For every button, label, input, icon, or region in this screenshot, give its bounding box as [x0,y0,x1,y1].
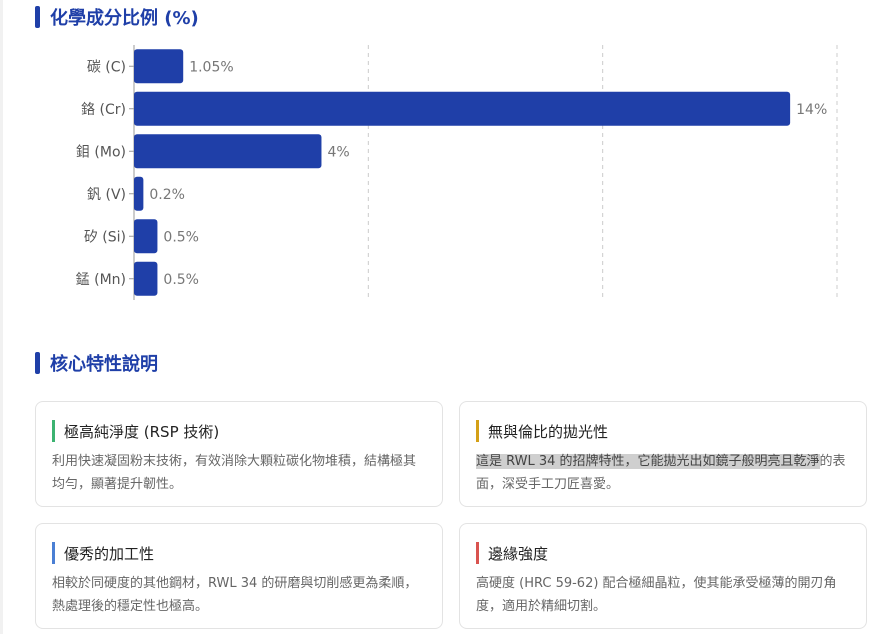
feature-card-title: 無與倫比的拋光性 [488,422,609,441]
chart-bar [134,91,791,126]
composition-bar-chart: 碳 (C) 1.05% 鉻 (Cr) 14% 鉬 (Mo) 4% 釩 (V) 0.2% 矽 (S… [76,45,838,300]
chart-category-label: 碳 (C) [87,59,126,75]
chart-category-label: 釩 (V) [87,187,126,203]
selected-text-highlight[interactable]: 這是 RWL 34 的招牌特性，它能拋光出如鏡子般明亮且乾淨 [476,454,820,469]
features-section-title: 核心特性說明 [50,354,158,375]
chart-value-label: 4% [327,144,349,160]
feature-card-header: 邊緣強度 [476,542,548,564]
chart-category-label: 鉻 (Cr) [81,102,126,118]
chart-category-label: 錳 (Mn) [76,272,126,288]
feature-card-desc: 利用快速凝固粉末技術，有效消除大顆粒碳化物堆積，結構極其均勻，顯著提升韌性。 [52,454,417,492]
feature-card-edge-strength: 邊緣強度 高硬度 (HRC 59-62) 配合極細晶粒，使其能承受極薄的開刃角度… [459,523,867,629]
feature-card-polish: 無與倫比的拋光性 這是 RWL 34 的招牌特性，它能拋光出如鏡子般明亮且乾淨的… [459,401,867,507]
feature-card-desc: 相較於同硬度的其他鋼材，RWL 34 的研磨與切削感更為柔順，熱處理後的穩定性也… [52,576,418,614]
section-accent-bar [35,352,40,374]
chart-value-label: 0.2% [149,187,185,203]
feature-card-title: 邊緣強度 [488,544,549,563]
chart-value-label: 0.5% [163,272,199,288]
chart-value-label: 0.5% [163,229,199,245]
card-accent-bar [476,542,479,564]
feature-card-header: 優秀的加工性 [52,542,154,564]
chart-bar [134,49,184,84]
features-section-header: 核心特性說明 [35,350,158,376]
feature-card-purity: 極高純淨度 (RSP 技術) 利用快速凝固粉末技術，有效消除大顆粒碳化物堆積，結… [35,401,443,507]
card-accent-bar [476,420,479,442]
feature-card-header: 無與倫比的拋光性 [476,420,608,442]
feature-card-desc: 這是 RWL 34 的招牌特性，它能拋光出如鏡子般明亮且乾淨的表面，深受手工刀匠… [476,450,850,496]
page-left-rule [0,0,3,634]
feature-card-title: 優秀的加工性 [64,544,155,563]
chart-bar [134,134,322,169]
feature-card-title: 極高純淨度 (RSP 技術) [64,422,220,441]
feature-card-desc: 高硬度 (HRC 59-62) 配合極細晶粒，使其能承受極薄的開刃角度，適用於精… [476,576,837,614]
chart-section-title: 化學成分比例 (%) [50,8,199,29]
chart-section-header: 化學成分比例 (%) [35,4,199,30]
section-accent-bar [35,6,40,28]
chart-value-label: 14% [796,102,827,118]
feature-card-machinability: 優秀的加工性 相較於同硬度的其他鋼材，RWL 34 的研磨與切削感更為柔順，熱處… [35,523,443,629]
chart-category-label: 鉬 (Mo) [76,144,126,160]
chart-value-label: 1.05% [189,59,233,75]
desc-text: 的表面，深受手工刀匠喜愛。 [476,454,846,492]
chart-bar [134,176,144,211]
card-accent-bar [52,420,55,442]
chart-bar [134,261,158,296]
card-accent-bar [52,542,55,564]
chart-category-label: 矽 (Si) [84,229,126,245]
chart-bar [134,219,158,254]
feature-card-header: 極高純淨度 (RSP 技術) [52,420,219,442]
